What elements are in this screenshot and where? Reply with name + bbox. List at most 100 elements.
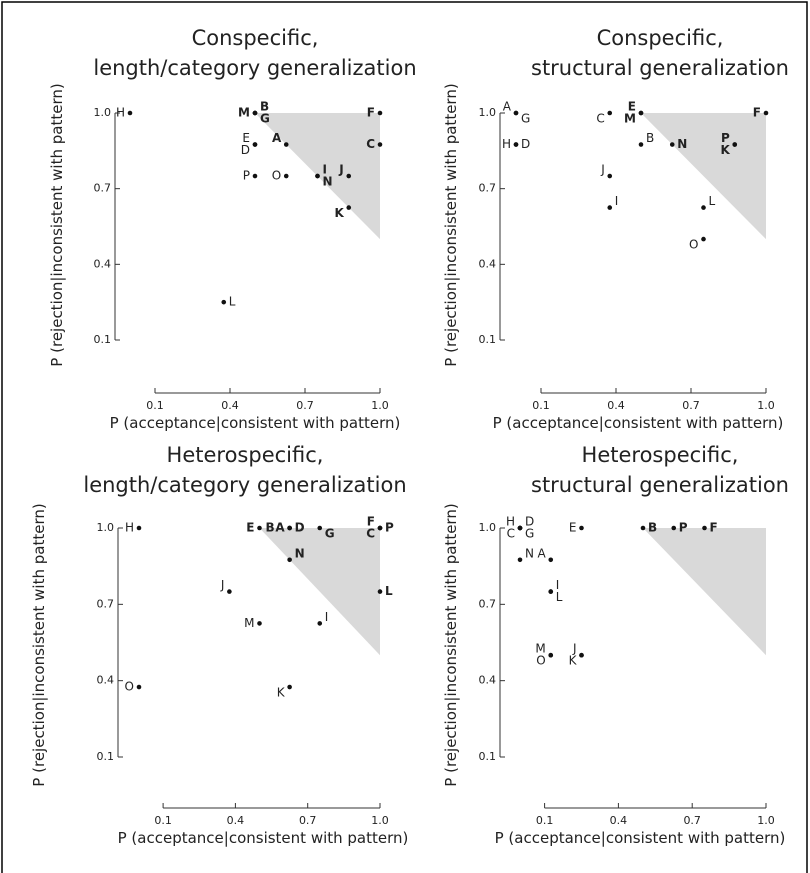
point-label: I — [325, 610, 329, 624]
point — [732, 142, 738, 147]
point-label: N — [525, 546, 534, 560]
point-label: K — [569, 654, 578, 668]
point — [252, 173, 258, 179]
x-tick-label: 0.1 — [536, 814, 554, 827]
point-label: B — [265, 521, 274, 535]
point — [517, 557, 523, 563]
point — [579, 652, 584, 658]
y-tick-label: 0.7 — [479, 182, 497, 195]
point-label: N — [323, 175, 333, 189]
point-label: L — [385, 584, 393, 598]
point — [701, 236, 706, 242]
shaded-region — [643, 528, 766, 656]
x-tick-label: 0.7 — [296, 399, 314, 412]
point-label: F — [753, 106, 761, 120]
x-tick-label: 1.0 — [757, 814, 775, 827]
x-tick-label: 1.0 — [371, 399, 389, 412]
point-label: F — [710, 521, 718, 535]
y-axis-label: P (rejection|inconsistent with pattern) — [442, 503, 460, 786]
point — [517, 525, 523, 531]
x-tick-label: 0.1 — [146, 399, 164, 412]
chart-title: Heterospecific, — [167, 443, 324, 467]
point — [136, 684, 142, 690]
x-tick-label: 0.1 — [154, 814, 172, 827]
x-axis-label: P (acceptance|consistent with pattern) — [118, 829, 409, 847]
x-tick-label: 1.0 — [371, 814, 389, 827]
point — [669, 142, 675, 147]
point-label: G — [521, 112, 530, 126]
point-label: K — [334, 206, 344, 220]
point — [607, 205, 613, 210]
point — [317, 525, 323, 531]
x-tick-label: 0.4 — [610, 814, 628, 827]
point-label: J — [600, 163, 605, 177]
point-label: H — [116, 106, 125, 120]
point — [607, 110, 613, 116]
point — [701, 205, 706, 210]
point-label: F — [367, 106, 375, 120]
point — [638, 142, 644, 147]
point — [513, 142, 519, 147]
point-label: C — [596, 112, 604, 126]
y-tick-label: 0.4 — [94, 257, 112, 270]
point-label: H — [506, 515, 515, 529]
point — [283, 173, 289, 179]
point — [221, 299, 227, 305]
point-label: L — [556, 590, 563, 604]
chart-title: length/category generalization — [83, 473, 406, 497]
y-tick-label: 0.7 — [94, 182, 112, 195]
point-label: N — [295, 546, 305, 560]
point-label: O — [536, 654, 545, 668]
point — [283, 142, 289, 147]
point-label: P — [721, 131, 730, 145]
x-axis-label: P (acceptance|consistent with pattern) — [110, 414, 401, 432]
point — [579, 525, 584, 531]
y-axis-label: P (rejection|inconsistent with pattern) — [30, 503, 48, 786]
y-tick-label: 1.0 — [479, 106, 497, 119]
point — [287, 684, 292, 690]
point — [346, 205, 352, 210]
y-tick-label: 0.4 — [479, 257, 497, 270]
point-label: O — [125, 680, 134, 694]
point-label: D — [241, 143, 250, 157]
y-tick-label: 1.0 — [94, 106, 112, 119]
point — [287, 557, 292, 563]
point-label: P — [679, 521, 688, 535]
point-label: D — [521, 137, 530, 151]
y-tick-label: 0.7 — [97, 597, 115, 610]
point-label: J — [338, 163, 343, 177]
point-label: E — [246, 521, 254, 535]
point — [671, 525, 677, 531]
point-label: C — [366, 137, 375, 151]
chart-title: structural generalization — [531, 473, 789, 497]
point — [377, 110, 383, 116]
point-label: N — [677, 137, 687, 151]
y-tick-label: 1.0 — [479, 521, 497, 534]
point — [227, 589, 232, 594]
point-label: A — [275, 521, 285, 535]
point — [377, 589, 383, 594]
point-label: C — [507, 527, 515, 541]
point — [377, 525, 383, 531]
point-label: P — [243, 169, 250, 183]
y-tick-label: 0.4 — [479, 674, 497, 687]
point — [548, 652, 554, 658]
point — [257, 621, 262, 626]
point — [513, 110, 519, 116]
y-tick-label: 0.7 — [479, 597, 497, 610]
point-label: D — [525, 515, 534, 529]
y-axis-label: P (rejection|inconsistent with pattern) — [48, 83, 66, 366]
point-label: H — [125, 521, 134, 535]
point-label: C — [366, 527, 375, 541]
point-label: O — [272, 169, 281, 183]
point-label: B — [648, 521, 657, 535]
point-label: F — [367, 515, 375, 529]
point-label: H — [502, 137, 511, 151]
y-tick-label: 0.1 — [97, 750, 115, 763]
point — [252, 142, 258, 147]
point-label: J — [572, 642, 577, 656]
y-tick-label: 1.0 — [97, 521, 115, 534]
point-label: L — [229, 295, 236, 309]
